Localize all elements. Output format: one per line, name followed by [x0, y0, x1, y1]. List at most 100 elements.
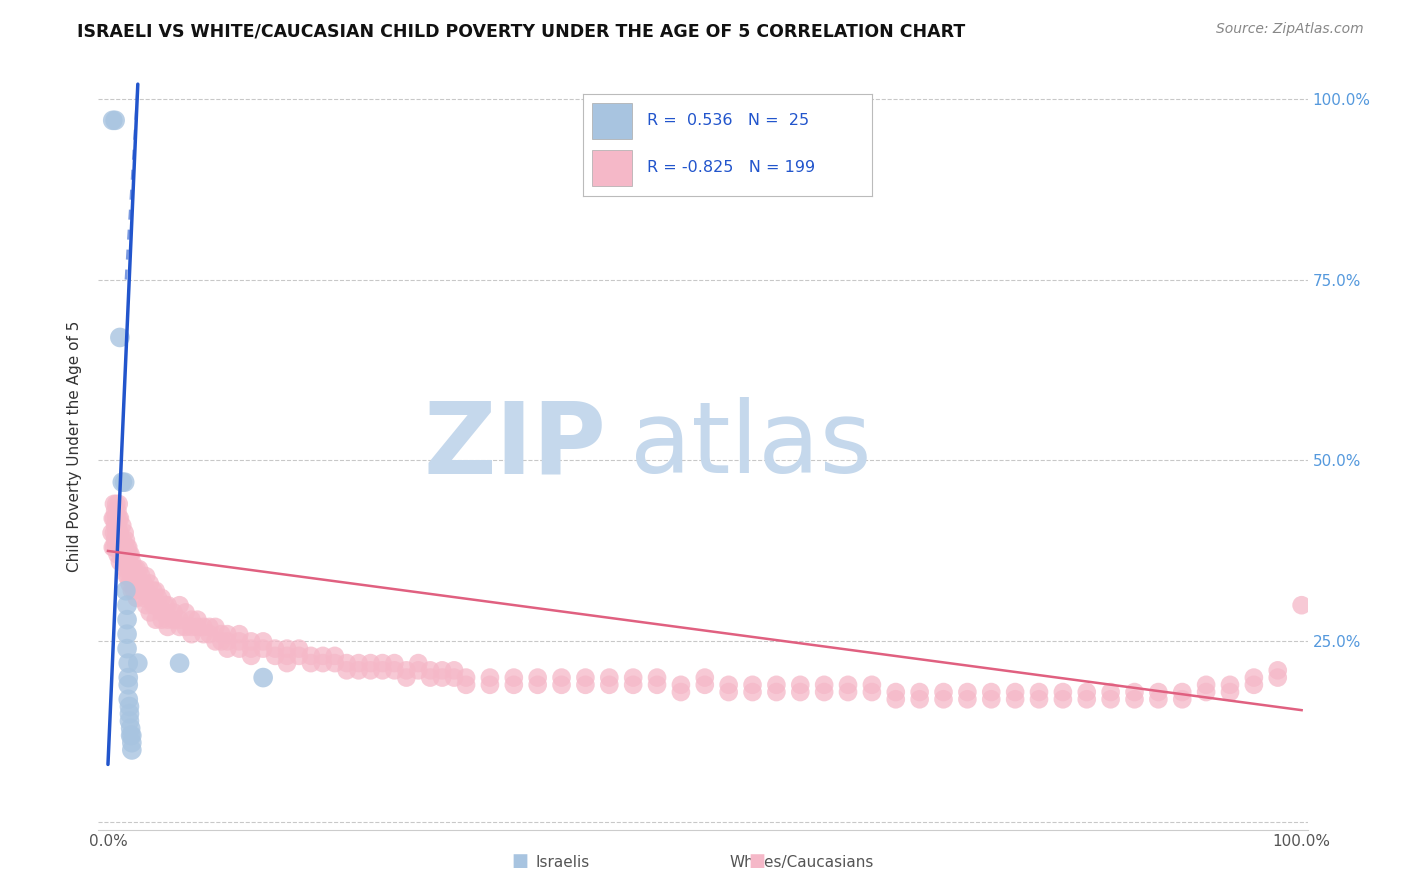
Point [104, 504, 127, 518]
Point [908, 692, 931, 706]
Point [228, 627, 250, 641]
Point [162, 613, 184, 627]
Point [142, 583, 165, 598]
Point [198, 627, 221, 641]
Point [121, 729, 143, 743]
Point [125, 591, 148, 605]
Point [121, 569, 143, 583]
Point [135, 583, 157, 598]
Point [1076, 685, 1098, 699]
Point [312, 648, 335, 663]
Point [478, 671, 501, 685]
Point [115, 613, 138, 627]
Point [1052, 692, 1074, 706]
Point [169, 598, 191, 612]
Point [550, 671, 572, 685]
Point [120, 721, 142, 735]
Point [1219, 685, 1241, 699]
Point [132, 576, 155, 591]
Point [502, 678, 524, 692]
Point [360, 664, 382, 678]
Point [155, 606, 177, 620]
Point [209, 627, 232, 641]
Point [395, 664, 418, 678]
Point [574, 678, 596, 692]
Point [104, 113, 127, 128]
Point [432, 671, 454, 685]
Point [128, 562, 150, 576]
Point [115, 583, 138, 598]
Point [1004, 692, 1026, 706]
Point [122, 583, 145, 598]
Point [108, 330, 131, 344]
Point [1004, 685, 1026, 699]
Point [156, 598, 179, 612]
Point [598, 678, 620, 692]
Text: ■: ■ [748, 852, 765, 870]
Point [1171, 685, 1194, 699]
Point [1028, 692, 1050, 706]
Point [104, 533, 127, 547]
Point [120, 729, 142, 743]
Point [145, 583, 167, 598]
Point [765, 685, 787, 699]
Point [598, 671, 620, 685]
Point [1171, 692, 1194, 706]
Point [115, 598, 138, 612]
Point [264, 641, 287, 656]
Point [111, 533, 134, 547]
Point [108, 511, 131, 525]
Point [443, 664, 465, 678]
Point [117, 541, 139, 555]
Point [288, 648, 311, 663]
Point [180, 613, 202, 627]
Point [107, 504, 129, 518]
Point [1076, 692, 1098, 706]
Point [121, 743, 143, 757]
Point [186, 613, 208, 627]
Text: atlas: atlas [630, 398, 872, 494]
Point [645, 671, 668, 685]
Point [169, 613, 191, 627]
Point [204, 634, 226, 648]
Point [118, 562, 141, 576]
Point [139, 606, 162, 620]
Point [105, 497, 128, 511]
Point [107, 518, 129, 533]
Point [135, 569, 157, 583]
Point [371, 664, 394, 678]
Text: Source: ZipAtlas.com: Source: ZipAtlas.com [1216, 22, 1364, 37]
Point [299, 648, 322, 663]
Point [125, 562, 148, 576]
Point [115, 569, 138, 583]
Point [118, 548, 141, 562]
Point [621, 678, 644, 692]
Point [526, 671, 548, 685]
Point [118, 576, 141, 591]
Point [117, 671, 139, 685]
Point [884, 685, 907, 699]
Point [169, 620, 191, 634]
Point [101, 541, 124, 555]
Point [131, 583, 153, 598]
Point [252, 641, 274, 656]
Point [193, 627, 215, 641]
Point [228, 634, 250, 648]
Point [115, 627, 138, 641]
Point [454, 671, 477, 685]
Point [765, 678, 787, 692]
Point [276, 641, 298, 656]
Point [117, 678, 139, 692]
Point [150, 613, 173, 627]
Point [209, 634, 232, 648]
Point [198, 620, 221, 634]
Point [908, 685, 931, 699]
Point [111, 475, 134, 490]
Point [132, 591, 155, 605]
Point [288, 641, 311, 656]
Point [103, 497, 125, 511]
Point [142, 598, 165, 612]
Point [550, 678, 572, 692]
Point [174, 620, 197, 634]
Point [169, 656, 191, 670]
